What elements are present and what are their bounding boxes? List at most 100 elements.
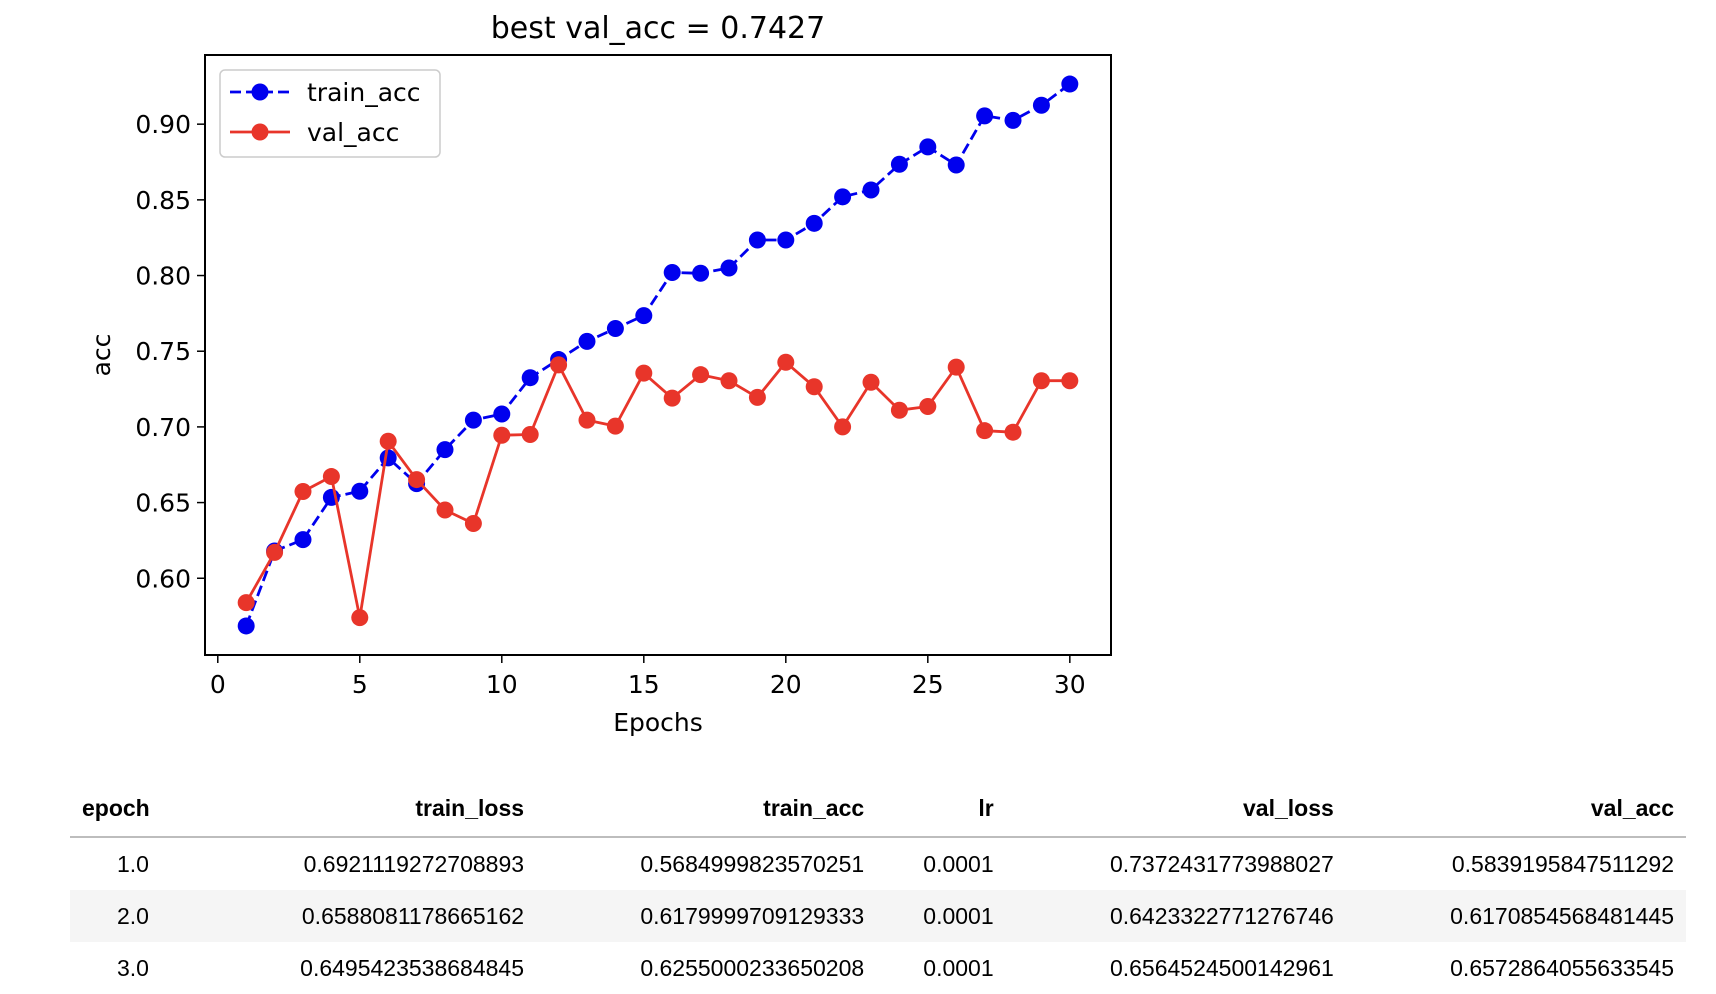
val_acc-point <box>464 514 482 532</box>
header-train-acc: train_acc <box>536 780 877 838</box>
train_acc-point <box>379 449 397 467</box>
val_acc-point <box>322 468 340 486</box>
train_acc-point <box>692 264 710 282</box>
x-axis-label: Epochs <box>613 708 703 737</box>
cell-val-loss: 0.7372431773988027 <box>1109 850 1334 877</box>
val_acc-point <box>408 471 426 489</box>
train_acc-line <box>244 82 1071 627</box>
y-tick-label: 0.65 <box>135 489 191 518</box>
legend-label-train_acc: train_acc <box>307 78 421 107</box>
train_acc-point <box>1061 75 1079 93</box>
train_acc-point <box>834 188 852 206</box>
val_acc-point <box>777 353 795 371</box>
cell-lr: 0.0001 <box>923 954 994 981</box>
val_acc-point <box>834 418 852 436</box>
x-tick-label: 20 <box>770 670 802 699</box>
val_acc-point <box>663 389 681 407</box>
val_acc-point <box>521 425 539 443</box>
y-tick-label: 0.75 <box>135 337 191 366</box>
train_acc-point <box>606 320 624 338</box>
train_acc-point <box>663 264 681 282</box>
header-epoch: epoch <box>70 780 196 838</box>
train_acc-point <box>351 482 369 500</box>
train_acc-point <box>493 405 511 423</box>
val_acc-point <box>493 426 511 444</box>
cell-lr: 0.0001 <box>923 850 994 877</box>
cell-val-acc: 0.6170854568481445 <box>1450 902 1674 929</box>
train_acc-point <box>976 107 994 125</box>
val_acc-point <box>748 388 766 406</box>
val_acc-point <box>606 417 624 435</box>
cell-epoch: 2.0 <box>116 902 149 929</box>
y-tick-label: 0.85 <box>135 186 191 215</box>
val_acc-point <box>947 358 965 376</box>
train_acc-point <box>890 155 908 173</box>
val_acc-point <box>862 373 880 391</box>
plot-frame <box>204 54 1112 656</box>
cell-epoch: 1.0 <box>116 850 149 877</box>
cell-train-loss: 0.6588081178665162 <box>301 902 525 929</box>
legend-box <box>219 69 441 158</box>
val_acc-point <box>919 397 937 415</box>
train_acc-point <box>1032 96 1050 114</box>
val_acc-point <box>692 366 710 384</box>
cell-epoch: 3.0 <box>116 954 149 981</box>
chart-svg: best val_acc = 0.7427 0 5 10 15 20 25 30 0.60 0.6… <box>87 11 1112 737</box>
train_acc-point <box>436 441 454 459</box>
cell-train-loss: 0.6495423538684845 <box>300 954 525 981</box>
y-tick-label: 0.70 <box>135 413 191 442</box>
val_acc-point <box>720 372 738 390</box>
x-tick-label: 0 <box>210 670 226 699</box>
val_acc-point <box>436 501 454 519</box>
train_acc-point <box>237 617 255 635</box>
train_acc-point <box>464 411 482 429</box>
table-row: 1.0 0.6921119272708893 0.568499982357025… <box>70 837 1686 890</box>
y-tick-label: 0.60 <box>135 564 191 593</box>
cell-lr: 0.0001 <box>923 902 994 929</box>
y-tick-label: 0.90 <box>135 110 191 139</box>
val_acc-point <box>266 543 284 561</box>
val_acc-point <box>805 378 823 396</box>
header-val-loss: val_loss <box>1005 780 1346 838</box>
cell-val-acc: 0.5839195847511292 <box>1451 850 1674 877</box>
train_acc-point <box>947 156 965 174</box>
header-lr: lr <box>876 780 1006 838</box>
x-tick-label: 30 <box>1054 670 1086 699</box>
cell-val-loss: 0.6423322771276746 <box>1109 902 1334 929</box>
table-row: 3.0 0.6495423538684845 0.625500023365020… <box>70 942 1686 994</box>
val_acc-point <box>379 432 397 450</box>
train_acc-point <box>578 332 596 350</box>
train_acc-point <box>521 369 539 387</box>
val_acc-point <box>976 422 994 440</box>
y-tick-label: 0.80 <box>135 262 191 291</box>
train_acc-point <box>777 231 795 249</box>
train_acc-point <box>919 138 937 156</box>
val_acc-point <box>351 609 369 627</box>
train_acc-point <box>805 214 823 232</box>
train_acc-point <box>720 259 738 277</box>
chart-title: best val_acc = 0.7427 <box>491 11 825 46</box>
val_acc-point <box>578 411 596 429</box>
cell-train-acc: 0.5684999823570251 <box>640 850 865 877</box>
train_acc-point <box>862 181 880 199</box>
val_acc-point <box>1004 423 1022 441</box>
val_acc-point <box>294 483 312 501</box>
y-axis-label: acc <box>87 334 116 377</box>
legend-marker-val_acc <box>251 123 269 141</box>
cell-val-loss: 0.6564524500142961 <box>1109 954 1334 981</box>
cell-train-acc: 0.6179999709129333 <box>640 902 865 929</box>
val_acc-point <box>1061 372 1079 390</box>
train_acc-point <box>294 531 312 549</box>
val_acc-point <box>1032 372 1050 390</box>
table-row: 2.0 0.6588081178665162 0.617999970912933… <box>70 890 1686 942</box>
val_acc-point <box>635 364 653 382</box>
val_acc-point <box>237 594 255 612</box>
accuracy-chart: best val_acc = 0.7427 0 5 10 15 20 25 30 0.60 0.6… <box>0 0 1130 745</box>
x-tick-label: 15 <box>628 670 660 699</box>
val_acc-point <box>550 356 568 374</box>
cell-train-loss: 0.6921119272708893 <box>303 850 525 877</box>
x-tick-label: 10 <box>486 670 518 699</box>
table-header-row: epoch train_loss train_acc lr val_loss v… <box>70 780 1686 838</box>
cell-train-acc: 0.6255000233650208 <box>640 954 865 981</box>
header-train-loss: train_loss <box>195 780 537 838</box>
